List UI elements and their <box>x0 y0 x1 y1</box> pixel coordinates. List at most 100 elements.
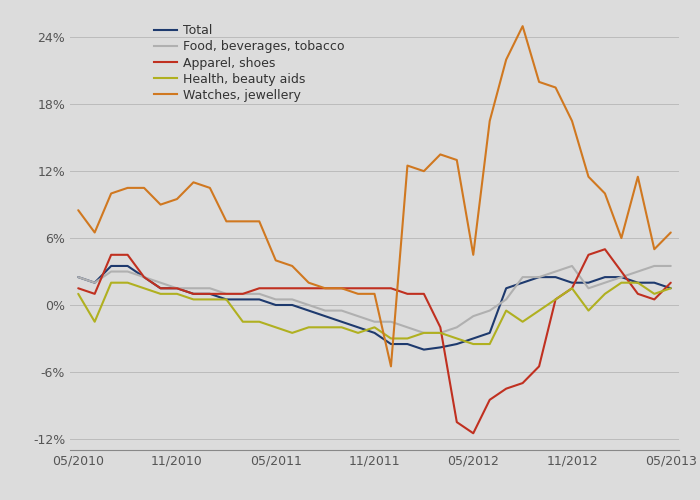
Health, beauty aids <box>436 330 445 336</box>
Watches, jewellery <box>321 286 329 292</box>
Apparel, shoes <box>420 291 428 297</box>
Health, beauty aids <box>173 291 181 297</box>
Watches, jewellery <box>173 196 181 202</box>
Apparel, shoes <box>321 286 329 292</box>
Apparel, shoes <box>337 286 346 292</box>
Health, beauty aids <box>255 318 263 324</box>
Watches, jewellery <box>140 185 148 191</box>
Food, beverages, tobacco <box>601 280 609 285</box>
Apparel, shoes <box>436 324 445 330</box>
Food, beverages, tobacco <box>206 286 214 292</box>
Line: Apparel, shoes: Apparel, shoes <box>78 249 671 434</box>
Food, beverages, tobacco <box>189 286 197 292</box>
Apparel, shoes <box>272 286 280 292</box>
Apparel, shoes <box>617 268 626 274</box>
Apparel, shoes <box>255 286 263 292</box>
Total <box>584 280 593 285</box>
Watches, jewellery <box>666 230 675 235</box>
Watches, jewellery <box>74 207 83 213</box>
Apparel, shoes <box>650 296 659 302</box>
Food, beverages, tobacco <box>173 286 181 292</box>
Watches, jewellery <box>436 152 445 158</box>
Food, beverages, tobacco <box>288 296 296 302</box>
Total <box>107 263 116 269</box>
Watches, jewellery <box>387 364 395 370</box>
Watches, jewellery <box>552 84 560 90</box>
Watches, jewellery <box>354 291 362 297</box>
Apparel, shoes <box>469 430 477 436</box>
Food, beverages, tobacco <box>74 274 83 280</box>
Food, beverages, tobacco <box>354 313 362 319</box>
Total <box>173 286 181 292</box>
Total <box>140 274 148 280</box>
Health, beauty aids <box>601 291 609 297</box>
Food, beverages, tobacco <box>156 280 164 285</box>
Total <box>123 263 132 269</box>
Watches, jewellery <box>420 168 428 174</box>
Watches, jewellery <box>239 218 247 224</box>
Line: Health, beauty aids: Health, beauty aids <box>78 282 671 344</box>
Apparel, shoes <box>403 291 412 297</box>
Total <box>601 274 609 280</box>
Watches, jewellery <box>650 246 659 252</box>
Health, beauty aids <box>519 318 527 324</box>
Food, beverages, tobacco <box>420 330 428 336</box>
Total <box>90 280 99 285</box>
Health, beauty aids <box>568 286 576 292</box>
Watches, jewellery <box>601 190 609 196</box>
Watches, jewellery <box>107 190 116 196</box>
Watches, jewellery <box>156 202 164 207</box>
Health, beauty aids <box>486 341 494 347</box>
Watches, jewellery <box>584 174 593 180</box>
Apparel, shoes <box>90 291 99 297</box>
Health, beauty aids <box>666 286 675 292</box>
Total <box>552 274 560 280</box>
Watches, jewellery <box>90 230 99 235</box>
Health, beauty aids <box>140 286 148 292</box>
Total <box>403 341 412 347</box>
Watches, jewellery <box>403 162 412 168</box>
Health, beauty aids <box>206 296 214 302</box>
Apparel, shoes <box>173 286 181 292</box>
Apparel, shoes <box>74 286 83 292</box>
Health, beauty aids <box>304 324 313 330</box>
Food, beverages, tobacco <box>403 324 412 330</box>
Line: Total: Total <box>78 266 671 349</box>
Total <box>156 286 164 292</box>
Watches, jewellery <box>486 118 494 124</box>
Health, beauty aids <box>584 308 593 314</box>
Health, beauty aids <box>634 280 642 285</box>
Food, beverages, tobacco <box>519 274 527 280</box>
Apparel, shoes <box>239 291 247 297</box>
Watches, jewellery <box>502 56 510 62</box>
Food, beverages, tobacco <box>272 296 280 302</box>
Health, beauty aids <box>189 296 197 302</box>
Total <box>436 344 445 350</box>
Total <box>420 346 428 352</box>
Apparel, shoes <box>502 386 510 392</box>
Total <box>469 336 477 342</box>
Food, beverages, tobacco <box>222 291 230 297</box>
Total <box>74 274 83 280</box>
Apparel, shoes <box>666 280 675 285</box>
Food, beverages, tobacco <box>486 308 494 314</box>
Food, beverages, tobacco <box>337 308 346 314</box>
Watches, jewellery <box>568 118 576 124</box>
Food, beverages, tobacco <box>140 274 148 280</box>
Food, beverages, tobacco <box>650 263 659 269</box>
Health, beauty aids <box>453 336 461 342</box>
Health, beauty aids <box>650 291 659 297</box>
Food, beverages, tobacco <box>370 318 379 324</box>
Food, beverages, tobacco <box>535 274 543 280</box>
Health, beauty aids <box>469 341 477 347</box>
Apparel, shoes <box>584 252 593 258</box>
Apparel, shoes <box>189 291 197 297</box>
Apparel, shoes <box>387 286 395 292</box>
Total <box>189 291 197 297</box>
Watches, jewellery <box>123 185 132 191</box>
Watches, jewellery <box>189 180 197 186</box>
Watches, jewellery <box>337 286 346 292</box>
Watches, jewellery <box>469 252 477 258</box>
Total <box>255 296 263 302</box>
Line: Watches, jewellery: Watches, jewellery <box>78 26 671 366</box>
